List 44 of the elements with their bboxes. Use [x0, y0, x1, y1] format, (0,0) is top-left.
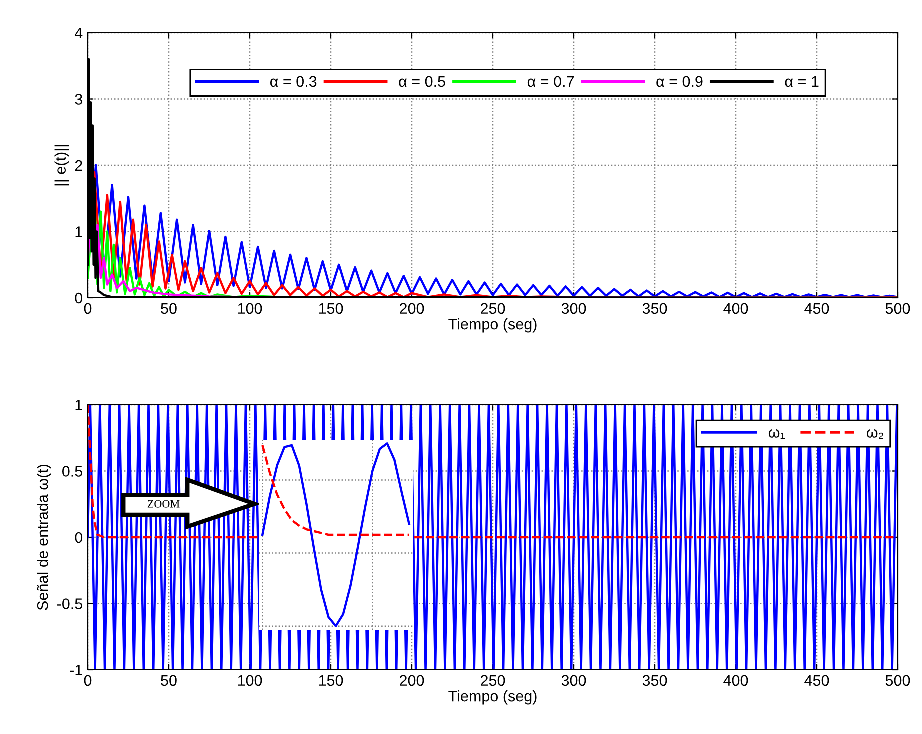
legend-label: α = 0.5	[399, 76, 446, 88]
x-axis-title: Tiempo (seg)	[448, 318, 537, 333]
x-tick-label: 400	[724, 303, 748, 314]
y-tick-label: 0.5	[62, 466, 82, 477]
y-tick-label: 2	[75, 160, 82, 172]
legend-label: ω₂	[867, 430, 884, 440]
x-tick-label: 300	[562, 675, 586, 686]
y-tick-label: 0	[75, 532, 83, 544]
y-tick-label: 1	[76, 400, 82, 411]
legend-label: α = 0.3	[270, 76, 317, 88]
y-tick-label: 1	[76, 226, 82, 238]
y-tick-label: -1	[70, 665, 82, 676]
x-tick-label: 500	[886, 675, 910, 686]
x-tick-label: 350	[642, 303, 668, 314]
x-tick-label: 0	[84, 303, 92, 314]
y-tick-label: 0	[75, 292, 83, 304]
x-tick-label: 400	[724, 675, 748, 686]
x-tick-label: 50	[161, 303, 177, 314]
x-tick-label: 450	[804, 303, 830, 314]
annotation: ZOOM	[148, 500, 180, 508]
y-tick-label: 4	[74, 28, 83, 39]
y-axis-title: Señal de entrada ω(t)	[37, 464, 52, 610]
x-tick-label: 250	[481, 303, 506, 314]
x-tick-label: 500	[886, 303, 910, 314]
legend-label: α = 0.9	[656, 76, 703, 88]
x-tick-label: 300	[562, 303, 586, 314]
x-tick-label: 200	[400, 303, 424, 314]
x-tick-label: 250	[481, 675, 506, 686]
x-tick-label: 150	[319, 675, 344, 686]
x-axis-title: Tiempo (seg)	[448, 690, 537, 705]
x-tick-label: 150	[319, 303, 344, 314]
x-tick-label: 450	[804, 675, 830, 686]
x-tick-label: 0	[84, 675, 92, 686]
y-tick-label: -0.5	[57, 598, 82, 610]
legend-label: ω₁	[768, 430, 786, 440]
x-tick-label: 100	[238, 675, 262, 686]
x-tick-label: 200	[400, 675, 424, 686]
y-axis-title: || e(t)||	[54, 145, 70, 186]
x-tick-label: 350	[642, 675, 668, 686]
x-tick-label: 100	[238, 303, 262, 314]
legend-label: α = 1	[785, 76, 819, 88]
x-tick-label: 50	[161, 675, 177, 686]
legend-label: α = 0.7	[528, 76, 574, 88]
y-tick-label: 3	[75, 94, 82, 105]
